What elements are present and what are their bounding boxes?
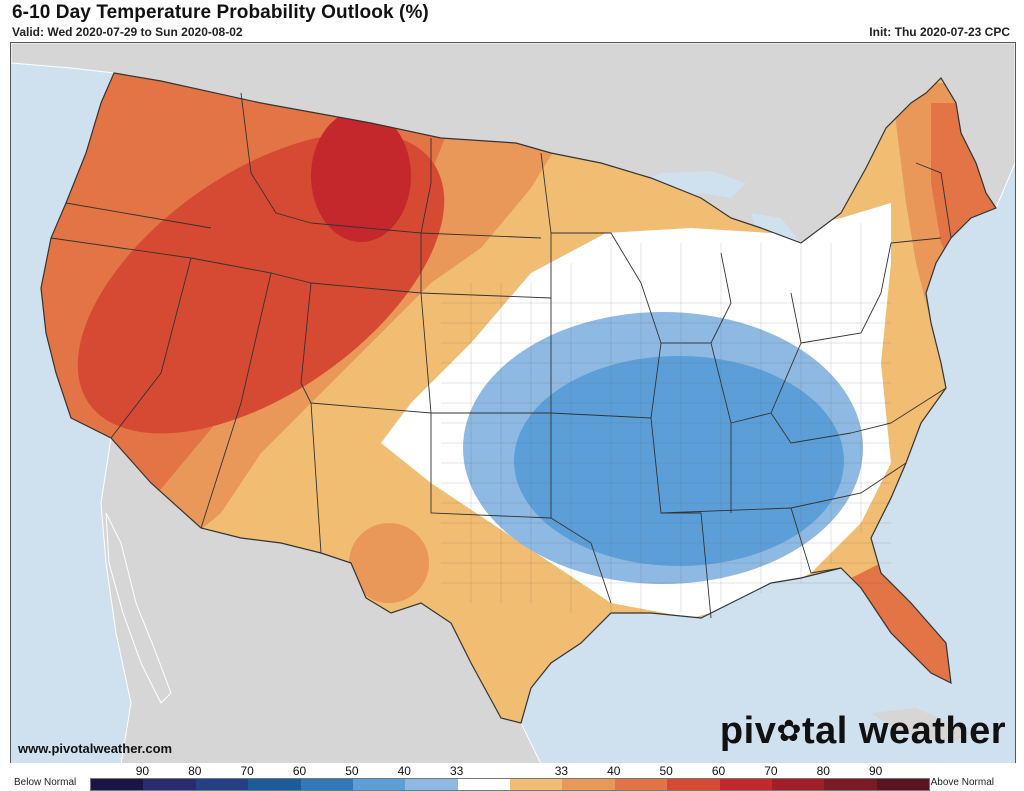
legend-tick: 60 [292,764,307,778]
legend-swatch [771,779,825,790]
legend-swatch [405,779,458,790]
valid-range: Valid: Wed 2020-07-29 to Sun 2020-08-02 [12,25,243,39]
legend-swatch [195,779,249,790]
legend-tick: 70 [764,764,778,778]
legend-swatch [143,779,196,790]
map-title: 6-10 Day Temperature Probability Outlook… [12,2,429,23]
legend-swatch [352,779,406,790]
legend-tick: 70 [240,764,254,778]
brand-text-right: tal weather [801,710,1006,752]
legend-below-label: Below Normal [14,777,77,788]
cuba-land [871,708,971,743]
legend-tick: 50 [659,764,673,778]
state-boundaries [50,92,952,619]
legend-ticks: 90 80 70 60 50 40 33 33 40 50 60 70 80 9… [90,764,928,778]
map-frame[interactable] [10,42,1016,765]
legend-tick: 40 [607,764,621,778]
region-above-70-80-mt [311,110,411,242]
region-below-40-50 [514,356,844,566]
county-lines [441,223,891,613]
brand-logo: piv✿tal weather [720,710,1006,753]
legend-swatch [667,779,720,790]
legend-colorbar [90,778,930,791]
legend-swatch [824,779,877,790]
brand-text-left: piv [719,710,777,752]
legend-swatch [614,779,668,790]
legend-swatch [300,779,353,790]
legend-tick: 90 [135,764,150,778]
legend-swatch [562,779,615,790]
legend-tick: 33 [449,764,464,778]
legend-tick: 60 [711,764,726,778]
probability-shading [41,73,996,723]
init-time: Init: Thu 2020-07-23 CPC [869,25,1010,39]
legend-tick: 80 [816,764,830,778]
legend: 90 80 70 60 50 40 33 33 40 50 60 70 80 9… [0,763,1024,791]
legend-above-label: Above Normal [930,777,994,788]
legend-swatch [248,779,301,790]
us-outline [40,72,997,724]
legend-swatch [510,779,563,790]
baja-land [105,512,172,704]
legend-swatch [719,779,772,790]
legend-tick: 33 [554,764,569,778]
legend-tick: 40 [397,764,411,778]
region-above-50-60-fl [841,563,961,703]
legend-tick: 90 [868,764,883,778]
legend-swatch [457,779,510,790]
map-svg [11,43,1015,764]
legend-tick: 50 [345,764,359,778]
legend-tick: 80 [188,764,202,778]
legend-swatch [876,779,929,790]
legend-swatch [91,779,144,790]
region-above-40-50-tx [349,523,429,603]
source-url[interactable]: www.pivotalweather.com [18,741,173,756]
gear-icon: ✿ [776,715,802,748]
header: 6-10 Day Temperature Probability Outlook… [0,0,1024,42]
